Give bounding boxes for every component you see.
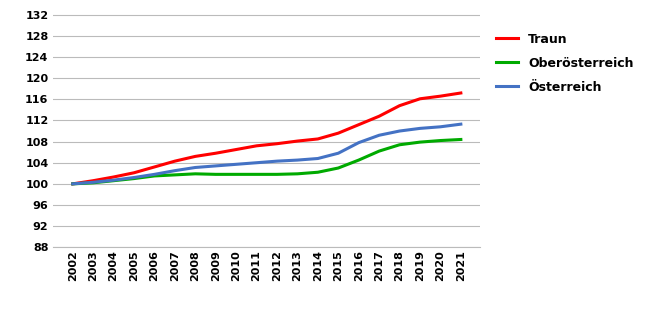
- Oberösterreich: [416, 140, 424, 144]
- Österreich: [69, 182, 77, 186]
- Österreich: [191, 165, 199, 169]
- Traun: [151, 165, 159, 169]
- Traun: [293, 139, 301, 143]
- Österreich: [314, 157, 322, 160]
- Legend: Traun, Oberösterreich, Österreich: Traun, Oberösterreich, Österreich: [491, 28, 639, 99]
- Österreich: [355, 141, 363, 145]
- Oberösterreich: [375, 149, 383, 153]
- Österreich: [211, 164, 219, 168]
- Oberösterreich: [396, 143, 404, 147]
- Line: Oberösterreich: Oberösterreich: [73, 139, 461, 184]
- Oberösterreich: [253, 172, 261, 176]
- Traun: [436, 94, 444, 98]
- Oberösterreich: [334, 166, 342, 170]
- Oberösterreich: [436, 139, 444, 142]
- Oberösterreich: [211, 172, 219, 176]
- Österreich: [130, 176, 138, 179]
- Oberösterreich: [457, 138, 465, 141]
- Oberösterreich: [232, 172, 240, 176]
- Traun: [314, 137, 322, 141]
- Traun: [457, 91, 465, 95]
- Oberösterreich: [89, 181, 97, 185]
- Österreich: [253, 161, 261, 165]
- Österreich: [436, 125, 444, 129]
- Oberösterreich: [171, 173, 179, 177]
- Oberösterreich: [191, 172, 199, 176]
- Österreich: [171, 169, 179, 172]
- Österreich: [273, 159, 281, 163]
- Line: Traun: Traun: [73, 93, 461, 184]
- Österreich: [375, 133, 383, 137]
- Oberösterreich: [355, 158, 363, 162]
- Traun: [89, 179, 97, 183]
- Österreich: [334, 151, 342, 155]
- Traun: [253, 144, 261, 148]
- Österreich: [232, 162, 240, 166]
- Oberösterreich: [273, 172, 281, 176]
- Traun: [334, 131, 342, 135]
- Traun: [191, 154, 199, 158]
- Österreich: [109, 178, 117, 182]
- Traun: [130, 171, 138, 175]
- Österreich: [416, 126, 424, 130]
- Line: Österreich: Österreich: [73, 124, 461, 184]
- Österreich: [293, 158, 301, 162]
- Österreich: [396, 129, 404, 133]
- Traun: [273, 142, 281, 146]
- Traun: [232, 148, 240, 152]
- Traun: [355, 123, 363, 126]
- Traun: [375, 114, 383, 118]
- Traun: [109, 175, 117, 179]
- Oberösterreich: [109, 179, 117, 183]
- Österreich: [151, 172, 159, 176]
- Traun: [396, 104, 404, 107]
- Traun: [416, 97, 424, 101]
- Oberösterreich: [69, 182, 77, 186]
- Österreich: [457, 122, 465, 126]
- Traun: [211, 151, 219, 155]
- Traun: [69, 182, 77, 186]
- Oberösterreich: [293, 172, 301, 176]
- Österreich: [89, 180, 97, 184]
- Oberösterreich: [314, 170, 322, 174]
- Oberösterreich: [130, 177, 138, 180]
- Oberösterreich: [151, 174, 159, 178]
- Traun: [171, 159, 179, 163]
